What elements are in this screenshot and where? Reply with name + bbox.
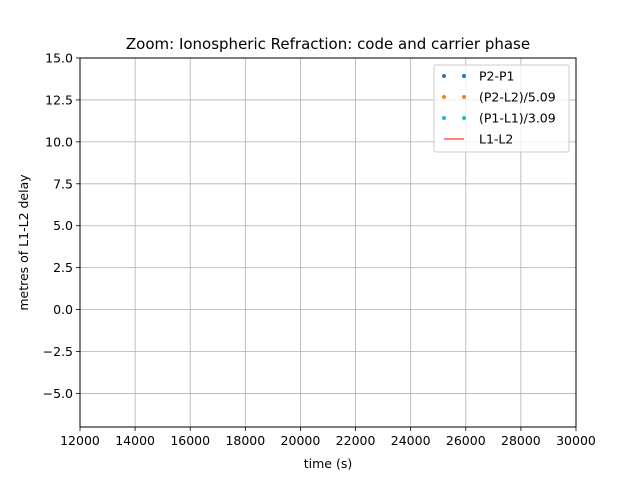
y-tick-label: 2.5 [53, 260, 73, 275]
y-axis: −5.0 −2.5 0.0 2.5 5.0 7.5 10.0 12.5 15.0 [43, 51, 80, 401]
y-axis-label: metres of L1-L2 delay [16, 174, 31, 311]
x-tick-label: 22000 [336, 433, 376, 448]
y-tick-label: −2.5 [43, 344, 73, 359]
x-tick-label: 26000 [446, 433, 486, 448]
x-tick-label: 24000 [391, 433, 431, 448]
y-tick-label: −5.0 [43, 386, 73, 401]
legend-dot-marker [462, 74, 466, 78]
x-axis: 12000 14000 16000 18000 20000 22000 24000 26000… [60, 427, 596, 448]
legend-entry: (P2-L2)/5.09 [442, 90, 556, 105]
legend-box [433, 64, 570, 153]
legend: P2-P1 (P2-L2)/5.09 (P1-L1)/3.09 L1-L2 [433, 64, 570, 153]
legend-dot-marker [442, 95, 446, 99]
legend-entry: P2-P1 [442, 69, 515, 84]
y-tick-label: 12.5 [45, 92, 73, 107]
x-tick-label: 20000 [281, 433, 321, 448]
y-tick-label: 0.0 [53, 302, 73, 317]
legend-dot-marker [442, 74, 446, 78]
legend-entry: (P1-L1)/3.09 [442, 111, 556, 126]
legend-entry: L1-L2 [444, 132, 513, 147]
x-tick-label: 30000 [556, 433, 596, 448]
x-tick-label: 12000 [60, 433, 100, 448]
chart-title: Zoom: Ionospheric Refraction: code and c… [126, 35, 530, 53]
legend-label: (P1-L1)/3.09 [479, 111, 556, 126]
x-tick-label: 18000 [225, 433, 265, 448]
y-tick-label: 15.0 [45, 51, 73, 66]
x-tick-label: 16000 [170, 433, 210, 448]
plot-frame [79, 57, 577, 428]
x-axis-label: time (s) [304, 456, 352, 471]
y-tick-label: 5.0 [53, 218, 73, 233]
legend-dot-marker [462, 95, 466, 99]
x-tick-label: 28000 [501, 433, 541, 448]
legend-dot-marker [462, 116, 466, 120]
legend-dot-marker [442, 116, 446, 120]
y-tick-label: 7.5 [53, 176, 73, 191]
legend-label: L1-L2 [479, 132, 513, 147]
legend-label: (P2-L2)/5.09 [479, 90, 556, 105]
legend-label: P2-P1 [479, 69, 515, 84]
y-tick-label: 10.0 [45, 134, 73, 149]
x-tick-label: 14000 [115, 433, 155, 448]
